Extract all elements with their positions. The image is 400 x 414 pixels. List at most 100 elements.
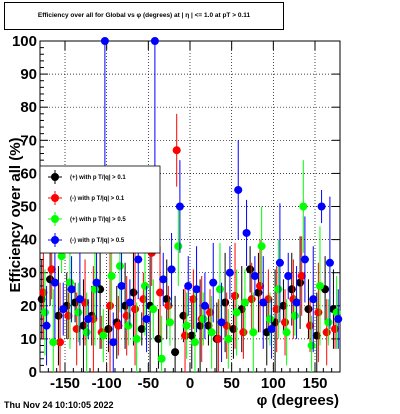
x-tick-label: 50 [223,375,240,392]
x-tick-label: 150 [302,375,327,392]
data-point [140,281,149,290]
data-point [309,295,318,304]
data-point [165,318,174,327]
legend-label: (-) with p T/|q| > 0.1 [70,196,125,202]
data-point [90,285,99,294]
data-point [290,311,299,320]
legend-marker [51,236,59,244]
data-point [299,202,308,211]
data-point [254,288,263,297]
y-axis-label: Efficiency over all (%) [7,137,24,292]
data-point [240,298,249,307]
data-point [239,328,248,337]
data-point [297,272,306,281]
data-point [209,278,218,287]
data-point [172,146,181,155]
data-point [92,278,101,287]
data-point [232,308,241,317]
data-point [246,265,255,274]
legend-box [39,165,161,254]
timestamp: Thu Nov 24 10:10:05 2022 [4,400,114,410]
data-point [265,315,274,324]
legend-marker [51,194,59,202]
data-point [129,288,138,297]
data-point [57,252,66,261]
data-point [221,298,230,307]
data-point [314,308,323,317]
data-point [284,272,293,281]
data-point [200,301,209,310]
data-point [142,315,151,324]
y-tick-label: 70 [20,132,37,149]
data-point [199,315,208,324]
data-point [292,298,301,307]
data-point [300,255,309,264]
x-tick-label: 0 [186,375,194,392]
data-point [282,328,291,337]
y-tick-label: 10 [20,331,37,348]
y-tick-label: 40 [20,232,37,249]
data-point [214,334,223,343]
data-point [117,281,126,290]
data-point [114,321,123,330]
data-point [332,308,341,317]
data-point [149,305,158,314]
series-3 [42,37,343,372]
y-tick-label: 100 [12,33,37,50]
data-point [159,275,168,284]
data-point [125,298,134,307]
data-point [249,328,258,337]
data-point [106,301,115,310]
legend-label: (+) with p T/|q| > 0.1 [70,175,126,181]
data-point [40,308,49,317]
data-point [50,278,59,287]
data-point [325,258,334,267]
data-point [207,328,216,337]
data-point [156,288,165,297]
data-point [59,305,68,314]
data-point [315,281,324,290]
data-point [47,265,56,274]
data-point [182,321,191,330]
legend-label: (-) with p T/|q| > 0.5 [70,238,125,244]
data-point [134,255,143,264]
chart-title-box: Efficiency over all for Global vs φ (deg… [4,2,284,30]
series-2 [40,160,341,372]
data-point [231,291,240,300]
data-point [267,324,276,333]
data-point [187,331,196,340]
data-point [181,331,190,340]
data-point [192,285,201,294]
data-point [82,328,91,337]
x-tick-label: -150 [50,375,80,392]
data-point [74,308,83,317]
data-point [150,37,159,45]
data-point [296,278,305,287]
data-point [225,268,234,277]
data-point [42,321,51,330]
data-point [107,272,116,281]
data-point [109,338,118,347]
y-tick-label: 90 [20,66,37,83]
chart-title: Efficiency over all for Global vs φ (deg… [37,12,251,19]
y-tick-label: 0 [29,364,37,381]
data-point [307,341,316,350]
y-tick-label: 80 [20,99,37,116]
data-point [257,242,266,251]
x-tick-label: -50 [137,375,159,392]
data-point [132,334,141,343]
legend: (+) with p T/|q| > 0.1 (-) with p T/|q| >… [39,165,161,254]
data-point [334,315,343,324]
data-point [175,202,184,211]
data-point [131,305,140,314]
legend-marker [51,173,59,181]
data-series [37,37,343,372]
data-point [56,338,65,347]
data-point [67,285,76,294]
data-point [304,305,313,314]
x-tick-label: 100 [261,375,286,392]
x-tick-label: -100 [92,375,122,392]
data-point [281,318,290,327]
data-point [174,242,183,251]
x-axis-label: φ (degrees) [257,392,339,409]
